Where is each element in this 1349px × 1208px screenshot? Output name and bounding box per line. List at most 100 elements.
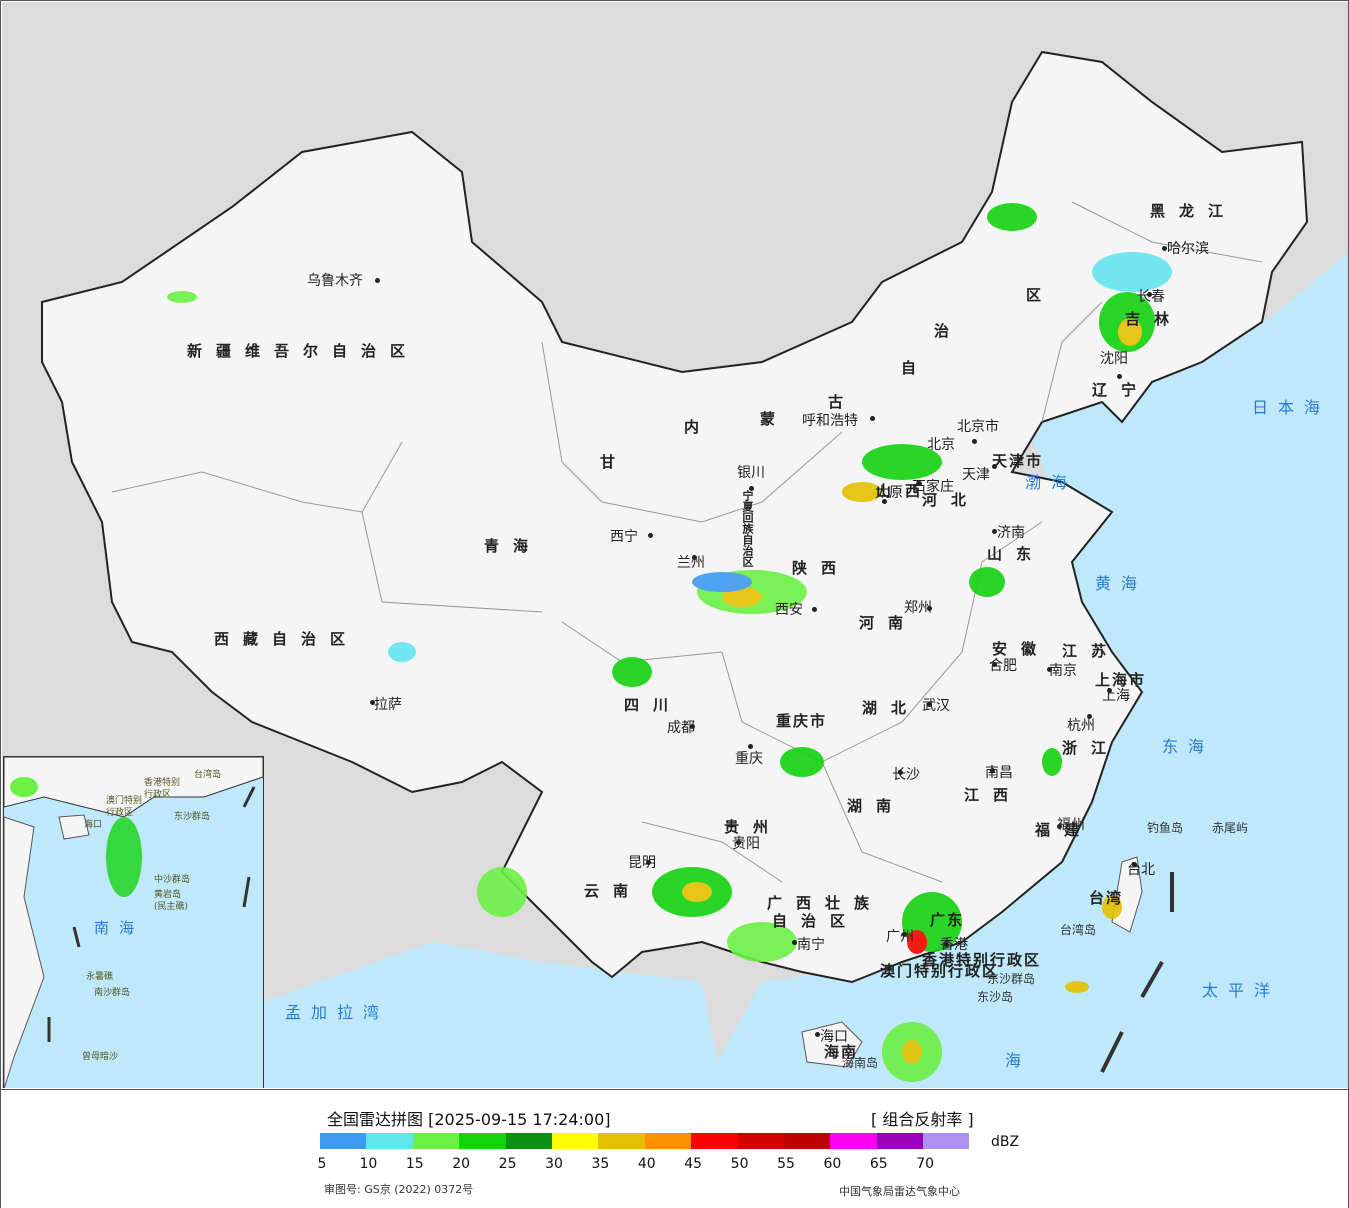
city-label: 太原 [875,485,903,501]
china-radar-map[interactable]: 乌鲁木齐 呼和浩特 哈尔滨 长春 沈阳 北京市 北京 天津 石家庄 太原 银川 兰州 西宁 济南 西安 郑州合… [2,2,1348,1088]
city-marker [882,499,887,504]
city-label: 广州 [886,929,914,945]
inset-label: 黄岩岛 [154,890,182,900]
city-label: 沈阳 [1100,351,1128,367]
sea-label: 日本海 [1252,398,1331,417]
maritime-boundary-lines [1100,872,1174,1073]
province-label: 古 [828,393,858,411]
color-scale-tick: 45 [684,1156,703,1172]
color-swatch [412,1133,460,1149]
city-label: 台北 [1127,862,1155,878]
city-marker [992,529,997,534]
city-label: 哈尔滨 [1167,241,1209,257]
province-label: 区 [1026,286,1056,304]
province-label: 山东 [987,545,1046,563]
city-label: 济南 [997,525,1025,541]
province-label: 天津市 [992,452,1044,470]
legend-product-type: [ 组合反射率 ] [871,1110,974,1129]
color-scale-tick: 35 [591,1156,610,1172]
map-approval-number: 审图号: GS京 (2022) 0372号 [324,1183,474,1196]
city-marker [792,940,797,945]
city-label: 南京 [1049,663,1077,679]
color-scale-ticks: 5 10 15 20 25 30 35 40 45 50 55 60 65 70 [301,1156,981,1176]
sea-label: 渤海 [1025,473,1078,492]
legend-unit: dBZ [991,1134,1020,1150]
data-source: 中国气象局雷达气象中心 [839,1185,960,1198]
city-marker [375,278,380,283]
color-swatch [923,1133,970,1149]
inset-label: 永暑礁 [86,972,114,982]
province-label: 青海 [484,537,543,555]
city-marker [1057,824,1062,829]
color-scale-tick: 25 [498,1156,517,1172]
province-label: 黑龙江 [1150,202,1238,220]
province-label: 蒙 [760,410,790,428]
legend-title: 全国雷达拼图 [2025-09-15 17:24:00] [327,1110,611,1129]
ocean-east [702,302,1348,1088]
color-scale-tick: 70 [916,1156,935,1172]
city-label: 拉萨 [374,697,402,713]
island-label: 台湾岛 [1060,923,1097,937]
city-marker [736,840,741,845]
city-label: 呼和浩特 [802,413,858,429]
province-label: 台湾 [1089,889,1124,907]
color-swatch [783,1133,831,1149]
city-label: 银川 [737,465,765,481]
inset-label: 中沙群岛 [154,875,191,885]
province-label: 湖北 [862,699,921,717]
color-scale-tick: 10 [359,1156,378,1172]
province-label: 内 [684,418,714,436]
color-swatch [644,1133,692,1149]
province-label: 甘 [600,453,630,471]
city-label: 西宁 [610,529,638,545]
city-marker [972,439,977,444]
city-label: 香港 [940,937,968,953]
province-label: 湖南 [847,797,906,815]
city-marker [749,486,754,491]
color-scale-tick: 30 [545,1156,563,1172]
legend-panel: 全国雷达拼图 [2025-09-15 17:24:00] [ 组合反射率 ] 5… [1,1089,1348,1208]
province-label: 陕西 [792,559,851,577]
city-marker [898,770,903,775]
city-label: 合肥 [989,658,1017,674]
south-china-sea-inset: 南海 中沙群岛 黄岩岛 (民主礁) 永暑礁 南沙群岛 曾母暗沙 东沙群岛 香港特别 行政区 澳门特… [3,756,264,1088]
city-label: 兰州 [677,555,705,571]
province-label: 自 [901,359,931,377]
island-label: 东沙岛 [977,990,1014,1004]
city-label: 武汉 [922,698,950,714]
city-label: 杭州 [1067,718,1095,734]
province-label: 安徽 [992,640,1051,658]
city-marker [992,464,997,469]
city-marker [748,744,753,749]
inset-label: 行政区 [144,790,172,800]
province-label: 云南 [584,882,643,900]
color-scale-tick: 40 [637,1156,656,1172]
province-label: 上海市 [1095,671,1147,689]
province-label: 西藏自治区 [214,630,360,648]
color-scale-tick: 65 [869,1156,888,1172]
province-label: 浙江 [1062,739,1121,757]
color-swatch [876,1133,924,1149]
province-label: 香港特别行政区 [922,951,1042,969]
province-label: 河南 [859,614,918,632]
sea-label: 孟加拉湾 [285,1003,390,1022]
color-scale-bar [320,1133,970,1149]
inset-label: 东沙群岛 [174,812,211,822]
city-label: 郑州 [904,600,932,616]
color-scale-tick: 20 [452,1156,471,1172]
color-scale-tick: 15 [405,1156,424,1172]
color-swatch [320,1133,367,1149]
island-label: 东沙群岛 [987,972,1036,986]
province-label: 江西 [964,786,1023,804]
province-label: 山西 [876,482,935,500]
city-label: 天津 [962,467,990,483]
color-swatch [830,1133,877,1149]
sea-label: 东海 [1162,737,1215,756]
sea-label: 太平洋 [1202,981,1281,1000]
city-marker [927,606,932,611]
city-marker [690,724,695,729]
province-label: 福建 [1035,821,1094,839]
city-marker [646,860,651,865]
city-marker [1117,374,1122,379]
